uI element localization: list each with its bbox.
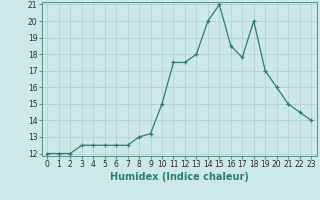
X-axis label: Humidex (Indice chaleur): Humidex (Indice chaleur) (110, 172, 249, 182)
